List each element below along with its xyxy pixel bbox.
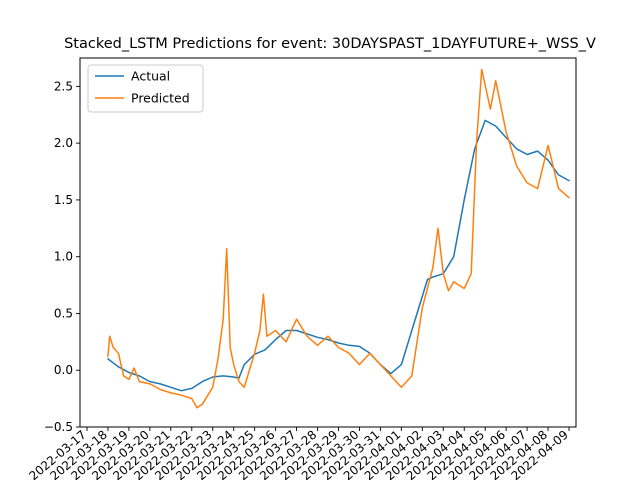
series-line-predicted (107, 68, 570, 409)
legend-label-predicted: Predicted (131, 91, 190, 106)
x-axis: 2022-03-172022-03-182022-03-192022-03-20… (26, 427, 571, 480)
y-tick-label: 2.5 (54, 79, 73, 93)
y-tick-label: 0.0 (54, 363, 73, 377)
series-layer (107, 68, 570, 409)
y-tick-label: 0.5 (54, 306, 73, 320)
legend-label-actual: Actual (131, 69, 170, 84)
y-tick-label: −0.5 (44, 420, 73, 434)
y-tick-label: 1.5 (54, 193, 73, 207)
y-axis: −0.5 0.0 0.5 1.0 1.5 2.0 2.5 (44, 79, 80, 434)
y-tick-label: 2.0 (54, 136, 73, 150)
y-tick-label: 1.0 (54, 250, 73, 264)
axes-frame (79, 57, 577, 428)
chart-title: Stacked_LSTM Predictions for event: 30DA… (64, 36, 596, 52)
series-line-actual (107, 119, 570, 392)
legend: Actual Predicted (87, 64, 204, 113)
